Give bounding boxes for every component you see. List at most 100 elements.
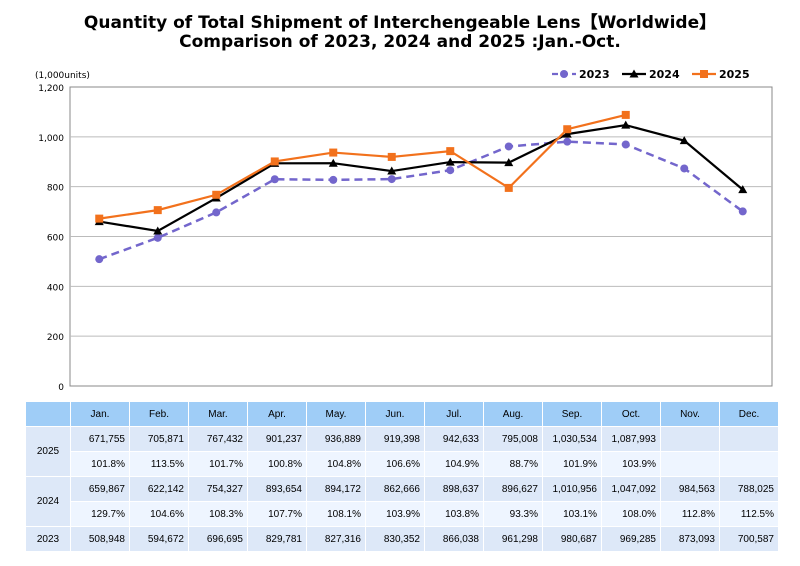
yoy-cell: 112.8% (661, 502, 719, 526)
column-header: Nov. (661, 402, 719, 426)
value-cell: 829,781 (248, 527, 306, 551)
yoy-cell: 104.8% (307, 452, 365, 476)
marker-2024 (445, 157, 455, 166)
column-header: Mar. (189, 402, 247, 426)
marker-2025 (95, 214, 104, 223)
marker-2024 (387, 166, 397, 175)
table-header-row: Jan. Feb. Mar. Apr. May. Jun. Jul. Aug. Sep. Oct.… (26, 402, 778, 426)
marker-2023 (504, 142, 513, 151)
marker-2023 (738, 207, 747, 216)
legend-label-2024: 2024 (649, 68, 680, 81)
year-cell: 2025 (26, 427, 70, 476)
data-table: Jan. Feb. Mar. Apr. May. Jun. Jul. Aug. Sep. Oct.… (25, 401, 779, 552)
value-cell: 827,316 (307, 527, 365, 551)
value-cell: 980,687 (543, 527, 601, 551)
value-cell: 671,755 (71, 427, 129, 451)
marker-2024 (621, 120, 631, 129)
yoy-cell: 113.5% (130, 452, 188, 476)
value-cell: 896,627 (484, 477, 542, 501)
value-cell: 508,948 (71, 527, 129, 551)
y-tick-label: 200 (47, 333, 64, 343)
yoy-cell: 108.0% (602, 502, 660, 526)
marker-2024 (328, 158, 338, 167)
marker-2025 (621, 110, 630, 119)
value-cell: 984,563 (661, 477, 719, 501)
marker-2023 (153, 233, 162, 242)
y-tick-label: 1,200 (38, 84, 64, 94)
table-row: 2024 659,867 622,142 754,327 893,654 894,172 8… (26, 477, 778, 526)
column-header: Sep. (543, 402, 601, 426)
column-header: Jul. (425, 402, 483, 426)
series-line-2024 (99, 123, 744, 233)
table-row-yoy: 101.8% 113.5% 101.7% 100.8% 104.8% 106.6% 104.… (26, 452, 778, 476)
yoy-cell: 103.9% (366, 502, 424, 526)
value-cell: 622,142 (130, 477, 188, 501)
marker-2023 (563, 137, 572, 146)
column-header: Aug. (484, 402, 542, 426)
y-tick-label: 400 (47, 283, 64, 293)
y-tick-label: 0 (58, 383, 64, 393)
value-cell: 862,666 (366, 477, 424, 501)
value-cell: 659,867 (71, 477, 129, 501)
value-cell: 594,672 (130, 527, 188, 551)
value-cell: 901,237 (248, 427, 306, 451)
year-cell: 2024 (26, 477, 70, 526)
marker-2024 (562, 129, 572, 138)
value-cell: 1,010,956 (543, 477, 601, 501)
yoy-cell: 88.7% (484, 452, 542, 476)
yoy-cell (661, 452, 719, 476)
marker-2025 (387, 152, 396, 161)
value-cell: 936,889 (307, 427, 365, 451)
yoy-cell: 104.6% (130, 502, 188, 526)
value-cell: 795,008 (484, 427, 542, 451)
column-header: Oct. (602, 402, 660, 426)
value-cell: 942,633 (425, 427, 483, 451)
value-cell: 700,587 (720, 527, 778, 551)
marker-2023 (560, 70, 568, 78)
yoy-cell: 103.9% (602, 452, 660, 476)
marker-2025 (504, 183, 513, 192)
table-row: 2023 508,948 594,672 696,695 829,781 827,316 8… (26, 527, 778, 551)
table-row-yoy: 129.7% 104.6% 108.3% 107.7% 108.1% 103.9% 103.… (26, 502, 778, 526)
value-cell: 1,047,092 (602, 477, 660, 501)
value-cell: 1,087,993 (602, 427, 660, 451)
chart-title-line2: Comparison of 2023, 2024 and 2025 :Jan.-… (179, 32, 621, 52)
yoy-cell: 112.5% (720, 502, 778, 526)
marker-2025 (212, 190, 221, 199)
value-cell: 866,038 (425, 527, 483, 551)
y-tick-label: 800 (47, 184, 64, 194)
series-line-2023 (98, 140, 744, 261)
marker-2023 (95, 255, 104, 264)
value-cell (720, 427, 778, 451)
yoy-cell: 93.3% (484, 502, 542, 526)
column-header: May. (307, 402, 365, 426)
value-cell: 919,398 (366, 427, 424, 451)
yoy-cell: 103.8% (425, 502, 483, 526)
marker-2024 (153, 226, 163, 235)
marker-2023 (680, 164, 689, 173)
marker-2024 (504, 158, 514, 167)
yoy-cell (720, 452, 778, 476)
yoy-cell: 100.8% (248, 452, 306, 476)
yoy-cell: 129.7% (71, 502, 129, 526)
marker-2023 (329, 175, 338, 184)
yoy-cell: 106.6% (366, 452, 424, 476)
marker-2023 (387, 175, 396, 184)
marker-2025 (270, 157, 279, 166)
value-cell: 894,172 (307, 477, 365, 501)
column-header (26, 402, 70, 426)
value-cell: 705,871 (130, 427, 188, 451)
value-cell: 969,285 (602, 527, 660, 551)
value-cell: 1,030,534 (543, 427, 601, 451)
value-cell: 767,432 (189, 427, 247, 451)
legend-label-2023: 2023 (579, 68, 610, 81)
yoy-cell: 107.7% (248, 502, 306, 526)
yoy-cell: 103.1% (543, 502, 601, 526)
yoy-cell: 108.1% (307, 502, 365, 526)
value-cell: 893,654 (248, 477, 306, 501)
legend-label-2025: 2025 (719, 68, 750, 81)
marker-2025 (563, 125, 572, 134)
value-cell: 754,327 (189, 477, 247, 501)
chart-title-line1: Quantity of Total Shipment of Intercheng… (83, 13, 717, 33)
